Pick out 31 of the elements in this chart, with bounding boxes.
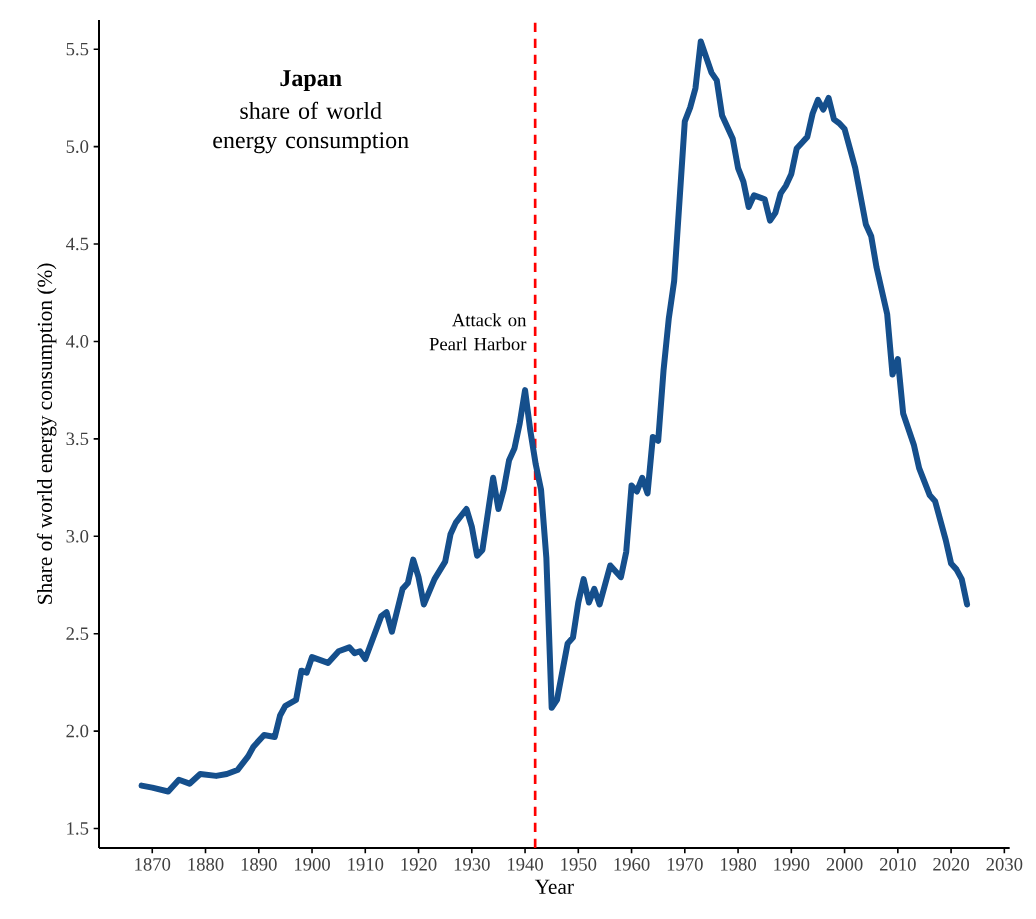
x-tick-label: 1980	[721, 858, 757, 871]
x-tick-label: 1920	[401, 858, 437, 871]
x-tick-label: 1970	[667, 858, 703, 871]
x-tick-label: 2000	[826, 858, 863, 871]
ref-line-label: Attack on Pearl Harbor	[429, 313, 527, 351]
x-tick-label: 1890	[241, 858, 277, 871]
x-tick-label: 1960	[614, 858, 650, 871]
y-tick-label: 5.0	[66, 140, 89, 153]
y-tick-label: 4.0	[65, 335, 89, 348]
y-tick-label: 5.5	[66, 42, 89, 56]
y-tick-label: 1.5	[67, 822, 89, 835]
x-tick-label: 2020	[933, 858, 970, 871]
x-tick-label: 1900	[294, 858, 330, 871]
x-tick-label: 1950	[561, 858, 597, 871]
x-tick-label: 1910	[348, 858, 384, 871]
y-tick-label: 2.5	[66, 627, 89, 640]
x-tick-label: 1930	[454, 858, 490, 871]
x-tick-label: 1990	[774, 858, 810, 871]
x-axis-title: Year	[534, 879, 574, 894]
x-tick-label: 1880	[188, 858, 224, 871]
y-tick-label: 2.0	[66, 724, 89, 738]
text: Japan	[280, 70, 342, 92]
x-tick-label: 1940	[508, 858, 543, 871]
x-tick-label: 2030	[986, 858, 1023, 871]
y-axis-title: Share of world energy consumption (%)	[36, 263, 57, 604]
y-tick-label: 3.0	[66, 529, 89, 543]
y-tick-label: 4.5	[65, 237, 89, 251]
text: share of world energy consumption	[213, 101, 409, 154]
x-tick-label: 1870	[135, 858, 171, 871]
x-tick-label: 2010	[879, 858, 916, 871]
y-tick-label: 3.5	[66, 432, 89, 446]
